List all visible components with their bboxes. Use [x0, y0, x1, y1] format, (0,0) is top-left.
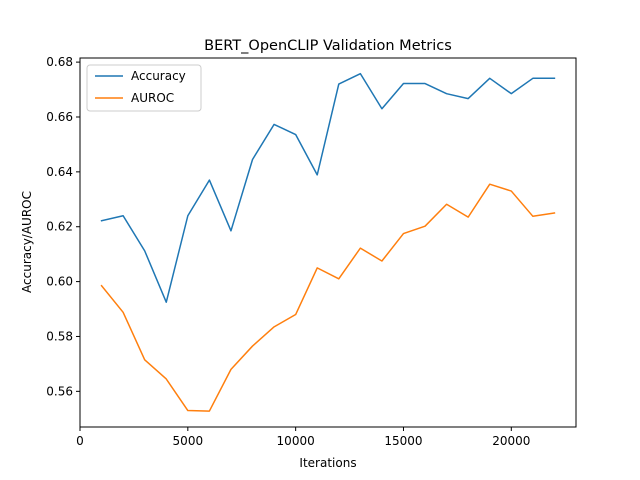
x-tick-label: 15000 — [384, 434, 422, 448]
series-lines — [100, 72, 556, 412]
chart-title: BERT_OpenCLIP Validation Metrics — [204, 38, 452, 54]
y-axis-ticks: 0.56 0.58 0.60 0.62 0.64 0.66 0.68 — [46, 55, 80, 398]
series-line-accuracy — [100, 72, 556, 303]
x-tick-label: 10000 — [277, 434, 315, 448]
x-tick-label: 0 — [76, 434, 84, 448]
x-tick-label: 5000 — [173, 434, 204, 448]
x-axis-title: Iterations — [299, 456, 356, 470]
legend: Accuracy AUROC — [86, 64, 202, 112]
plot-frame — [79, 57, 577, 428]
y-tick-label: 0.68 — [46, 55, 73, 69]
y-axis-title: Accuracy/AUROC — [20, 191, 34, 293]
x-tick-label: 20000 — [492, 434, 530, 448]
y-tick-label: 0.60 — [46, 275, 73, 289]
legend-label-auroc: AUROC — [131, 91, 174, 105]
y-tick-label: 0.58 — [46, 329, 73, 343]
legend-label-accuracy: Accuracy — [131, 69, 186, 83]
y-tick-label: 0.64 — [46, 165, 73, 179]
y-tick-label: 0.56 — [46, 384, 73, 398]
series-line-auroc — [100, 183, 556, 412]
y-tick-label: 0.62 — [46, 220, 73, 234]
y-tick-label: 0.66 — [46, 110, 73, 124]
x-axis-ticks: 0 5000 10000 15000 20000 — [76, 427, 530, 448]
